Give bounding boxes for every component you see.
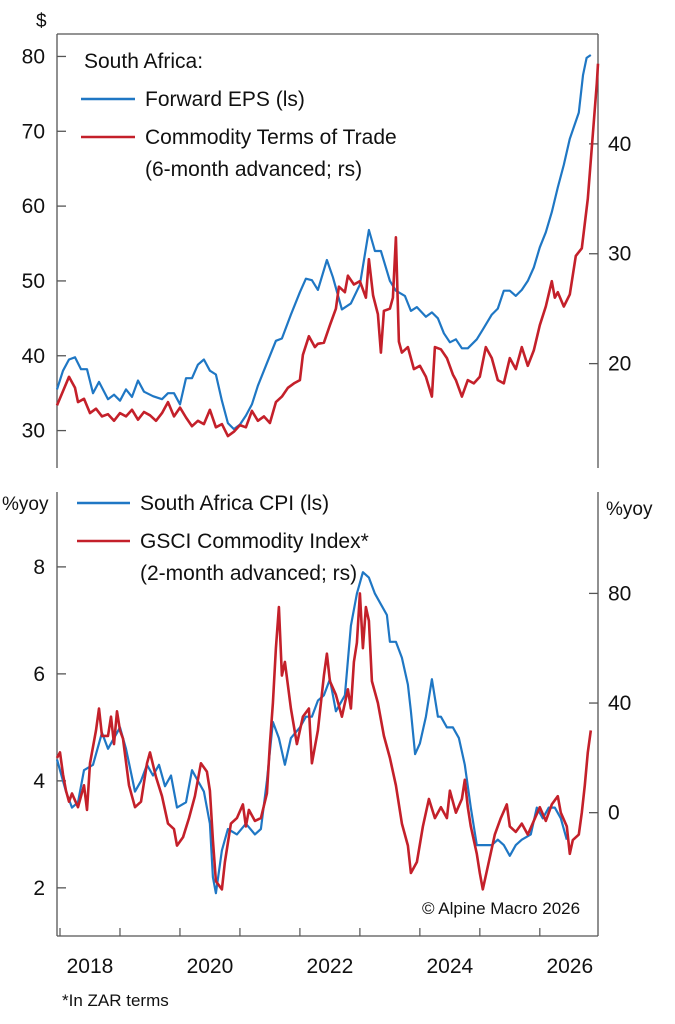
- bottom-right-tick-label: 0: [608, 802, 620, 825]
- x-tick-label: 2026: [546, 955, 593, 978]
- footnote: *In ZAR terms: [62, 991, 169, 1010]
- top-panel: $ 30 40 50 60 70 80 20 30 40 South Africa: Forw…: [22, 11, 631, 468]
- series-line-south-africa-cpi-ls: [55, 571, 568, 895]
- bottom-left-unit-label: %yoy: [2, 494, 49, 515]
- x-tick-label: 2024: [426, 955, 473, 978]
- copyright-annotation: © Alpine Macro 2026: [422, 899, 580, 918]
- legend-sublabel-gsci: (2-month advanced; rs): [140, 562, 357, 585]
- legend-label-forward-eps: Forward EPS (ls): [145, 88, 305, 111]
- legend-label-gsci: GSCI Commodity Index*: [140, 530, 369, 553]
- top-left-tick-label: 40: [22, 345, 45, 368]
- top-left-tick-label: 80: [22, 45, 45, 68]
- bottom-legend: South Africa CPI (ls) GSCI Commodity Ind…: [77, 492, 369, 585]
- bottom-panel: %yoy %yoy 2 4 6 8 0 40 80 2018 2020 2022 2024 202…: [2, 492, 653, 978]
- bottom-left-tick-label: 6: [33, 663, 45, 686]
- top-legend-title: South Africa:: [84, 50, 203, 73]
- top-right-tick-label: 40: [608, 133, 631, 156]
- series-line-gsci-commodity-index: [55, 592, 593, 891]
- top-left-ticks: 30 40 50 60 70 80: [22, 45, 66, 443]
- x-ticks: 2018 2020 2022 2024 2026: [59, 928, 593, 978]
- top-legend: South Africa: Forward EPS (ls) Commodity…: [81, 50, 397, 181]
- legend-label-sa-cpi: South Africa CPI (ls): [140, 492, 329, 515]
- bottom-series-group: [55, 571, 593, 895]
- bottom-right-ticks: 0 40 80: [589, 582, 631, 825]
- top-right-tick-label: 20: [608, 353, 631, 376]
- series-line-commodity-terms-of-trade: [55, 63, 600, 438]
- series-line-forward-eps-ls: [55, 54, 592, 431]
- top-left-tick-label: 30: [22, 420, 45, 443]
- x-tick-label: 2022: [307, 955, 354, 978]
- top-series-group: [55, 54, 600, 438]
- legend-label-commodity-tot: Commodity Terms of Trade: [145, 126, 397, 149]
- top-left-unit-label: $: [36, 11, 47, 32]
- bottom-left-ticks: 2 4 6 8: [33, 556, 66, 900]
- bottom-right-tick-label: 40: [608, 692, 631, 715]
- x-tick-label: 2018: [67, 955, 114, 978]
- top-right-tick-label: 30: [608, 243, 631, 266]
- top-left-tick-label: 70: [22, 120, 45, 143]
- legend-sublabel-commodity-tot: (6-month advanced; rs): [145, 158, 362, 181]
- bottom-right-tick-label: 80: [608, 582, 631, 605]
- x-tick-label: 2020: [187, 955, 234, 978]
- bottom-left-tick-label: 4: [33, 770, 45, 793]
- top-left-tick-label: 50: [22, 270, 45, 293]
- bottom-right-unit-label: %yoy: [606, 499, 653, 520]
- top-left-tick-label: 60: [22, 195, 45, 218]
- bottom-left-tick-label: 8: [33, 556, 45, 579]
- bottom-left-tick-label: 2: [33, 877, 45, 900]
- top-right-ticks: 20 30 40: [589, 133, 631, 376]
